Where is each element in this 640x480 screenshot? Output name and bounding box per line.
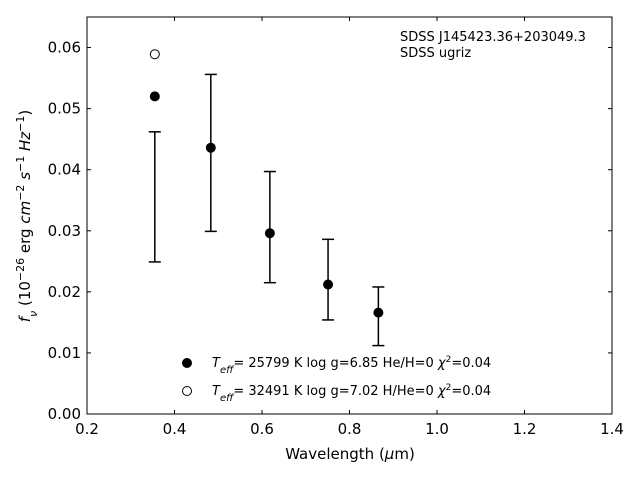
y-axis-title: fν (10−26 erg cm−2 s−1 Hz−1) [14,110,40,322]
y-tick-label: 0.02 [48,283,81,301]
x-tick-label: 0.8 [338,420,362,438]
legend-label-filled: Teff= 25799 K log g=6.85 He/H=0 χ2=0.04 [212,355,491,376]
data-point-filled [323,279,334,290]
y-tick-label: 0.03 [48,222,81,240]
y-tick-label: 0.00 [48,405,81,423]
x-tick-label: 0.6 [250,420,274,438]
x-tick-label: 0.4 [163,420,187,438]
x-tick-label: 0.2 [75,420,99,438]
data-point-open [149,49,160,60]
y-tick-label: 0.06 [48,39,81,57]
data-point-filled [205,142,216,153]
y-tick-label: 0.04 [48,161,81,179]
x-tick-label: 1.4 [600,420,624,438]
legend: Teff= 25799 K log g=6.85 He/H=0 χ2=0.04 … [182,355,491,404]
data-point-filled [264,228,275,239]
legend-marker-open [182,386,192,396]
x-tick-label: 1.0 [425,420,449,438]
data-point-filled [373,307,384,318]
y-tick-label: 0.01 [48,344,81,362]
x-tick-label: 1.2 [513,420,537,438]
annotation-filters: SDSS ugriz [400,46,471,61]
x-axis-title: Wavelength (μm) [285,445,415,463]
y-tick-label: 0.05 [48,100,81,118]
plot-frame [86,16,613,415]
annotation-object: SDSS J145423.36+203049.3 [400,30,586,45]
data-point-filled [149,91,160,102]
legend-marker-filled [182,358,192,368]
legend-label-open: Teff= 32491 K log g=7.02 H/He=0 χ2=0.04 [212,383,491,404]
